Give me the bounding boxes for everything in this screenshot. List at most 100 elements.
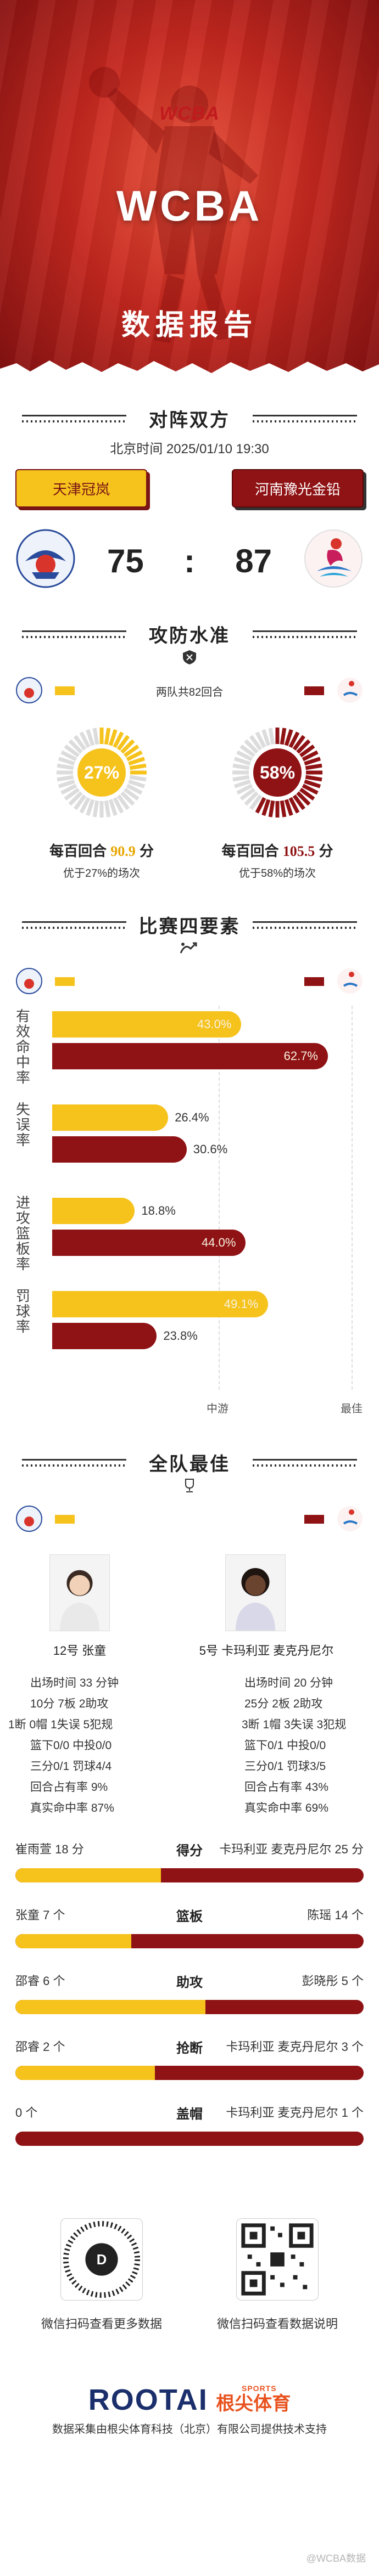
donut-tick: [86, 799, 95, 816]
qr-codes: D 微信扫码查看更多数据 微信扫码查看数据说明: [0, 2213, 379, 2377]
home-legend-swatch: [55, 686, 75, 695]
donut-tick: [239, 787, 255, 801]
donut-tick: [58, 779, 75, 788]
away-team-tag: 河南豫光金铅: [232, 469, 364, 508]
home-factor-bar: [52, 1104, 169, 1131]
donut-tick: [288, 731, 300, 748]
donut-tick: [104, 800, 111, 818]
disclaimer: 数据采集由根尖体育科技（北京）有限公司提供技术支持: [52, 2423, 327, 2436]
donut-tick: [299, 744, 315, 758]
donut-tick: [113, 731, 124, 748]
home-legend-swatch: [55, 1515, 75, 1524]
donut-tick: [68, 739, 83, 754]
donut-tick: [292, 794, 306, 810]
donut-tick: [249, 735, 263, 751]
shield-icon: [183, 650, 196, 664]
leader-bar-track: [15, 2132, 364, 2146]
donut-tick: [268, 800, 275, 818]
scale-max-label: 最佳: [341, 1403, 363, 1415]
away-player-fg2: 篮下0/1 中投0/0: [244, 1739, 326, 1752]
away-score: 87: [235, 543, 272, 579]
best-players: 12号 张童 5号 卡玛利亚 麦克丹尼尔 出场时间 33 分钟 10分 7板 2…: [0, 1500, 379, 2213]
donut-tick: [79, 797, 91, 814]
leader-row: 邵睿 6 个 助攻 彭晓彤 5 个: [15, 1971, 364, 2032]
away-player-usage: 回合占有率 43%: [244, 1781, 328, 1794]
donut-tick: [126, 783, 143, 795]
donut-tick: [126, 750, 143, 762]
donut-tick: [57, 775, 74, 782]
leader-bar-track: [15, 1868, 364, 1882]
score-separator: :: [184, 543, 195, 579]
donut-tick: [73, 735, 87, 751]
donut-tick: [255, 797, 266, 814]
home-player-name: 12号 张童: [53, 1644, 107, 1658]
away-legend-swatch: [304, 686, 324, 695]
away-factor-bar: [52, 1230, 246, 1256]
donut-tick: [280, 800, 287, 818]
donut-tick: [302, 750, 319, 762]
donut-tick: [57, 763, 74, 770]
donut-tick: [244, 739, 259, 754]
factor-label: 罚球率: [15, 1288, 30, 1335]
qr-left-caption: 微信扫码查看更多数据: [41, 2317, 162, 2331]
four-factors-legend: [0, 962, 379, 995]
factor-label: 有效命中率: [15, 1008, 30, 1086]
leader-row: 0 个 盖帽 卡玛利亚 麦克丹尼尔 1 个: [15, 2103, 364, 2163]
donut-tick: [304, 779, 321, 788]
donut-percent-label: 27%: [84, 763, 119, 782]
home-player-minutes: 出场时间 33 分钟: [30, 1677, 119, 1689]
donut-tick: [129, 763, 147, 770]
donut-tick: [92, 728, 99, 745]
away-player-minutes: 出场时间 20 分钟: [244, 1677, 333, 1689]
donut-tick: [233, 757, 251, 766]
away-factor-bar: [52, 1136, 187, 1163]
qr-code-icon[interactable]: [236, 2218, 319, 2301]
leader-row: 崔雨萱 18 分 得分 卡玛利亚 麦克丹尼尔 25 分: [15, 1840, 364, 1900]
efficiency-donuts: 27% 58% 每百回合 90.9 分 每百回合 105.5 分 优于27%的场…: [0, 704, 379, 907]
donut-center: [253, 748, 302, 797]
away-leader: 卡玛利亚 麦克丹尼尔 25 分: [219, 1842, 364, 1856]
donut-tick: [299, 787, 315, 801]
donut-tick: [129, 775, 147, 782]
miniprogram-qr-icon[interactable]: D: [60, 2218, 143, 2301]
away-legend-swatch: [304, 977, 324, 986]
away-player-fg3: 三分0/1 罚球3/5: [244, 1760, 326, 1773]
donut-tick: [128, 779, 146, 788]
donut-tick: [64, 787, 80, 801]
game-time: 北京时间 2025/01/10 19:30: [110, 442, 269, 456]
section-header-four-factors: 比赛四要素: [0, 907, 379, 940]
away-team-logo-icon: [304, 529, 363, 588]
away-mini-logo-icon: [337, 1506, 363, 1531]
donut-tick: [255, 731, 266, 748]
donut-tick: [60, 783, 77, 795]
home-factor-value: 43.0%: [197, 1017, 232, 1031]
possessions-note: 两队共82回合: [155, 686, 224, 698]
donut-tick: [64, 744, 80, 758]
home-leader: 邵睿 2 个: [15, 2040, 65, 2054]
home-mini-logo-icon: [16, 677, 42, 703]
section-header-best-players: 全队最佳: [0, 1445, 379, 1478]
brand-logo: ROOTAI: [88, 2383, 208, 2416]
away-leader: 卡玛利亚 麦克丹尼尔 3 个: [226, 2040, 364, 2054]
donut-tick: [116, 794, 130, 810]
away-percentile-donut: 58%: [232, 728, 322, 818]
donut-tick: [232, 763, 250, 770]
donut-tick: [296, 791, 311, 806]
away-factor-value: 62.7%: [283, 1049, 318, 1063]
donut-tick: [233, 779, 251, 788]
section-header-offense-defense: 攻防水准: [0, 616, 379, 649]
home-leader: 邵睿 6 个: [15, 1974, 65, 1988]
donut-tick: [261, 799, 271, 816]
home-percentile-note: 优于27%的场次: [63, 867, 141, 880]
away-pts-per-100: 每百回合 105.5 分: [221, 843, 333, 859]
home-factor-bar: [52, 1011, 241, 1038]
donut-tick: [305, 763, 322, 770]
away-mini-logo-icon: [337, 968, 363, 994]
home-leader: 0 个: [15, 2106, 38, 2120]
factor-label: 进攻篮板率: [15, 1194, 30, 1272]
donut-tick: [304, 757, 321, 766]
away-factor-value: 44.0%: [202, 1236, 236, 1249]
donut-tick: [86, 729, 95, 746]
away-leader: 陈瑶 14 个: [307, 1908, 364, 1922]
